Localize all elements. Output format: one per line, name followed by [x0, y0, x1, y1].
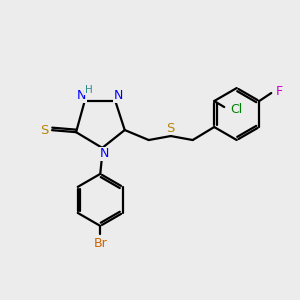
Text: H: H [85, 85, 93, 95]
Text: N: N [100, 147, 109, 161]
Text: S: S [40, 124, 48, 137]
Text: N: N [114, 89, 123, 103]
Text: S: S [167, 122, 175, 134]
Text: F: F [276, 85, 283, 98]
Text: Cl: Cl [230, 103, 242, 116]
Text: Br: Br [93, 237, 107, 250]
Text: N: N [77, 89, 86, 103]
